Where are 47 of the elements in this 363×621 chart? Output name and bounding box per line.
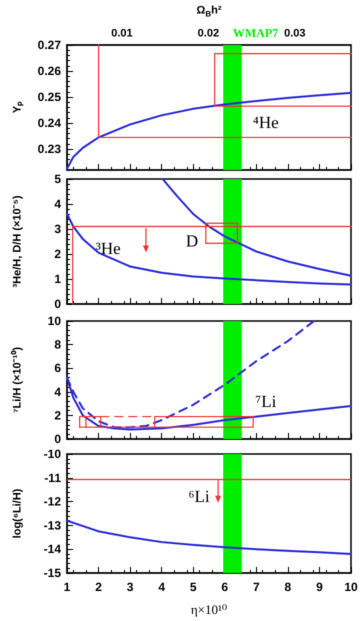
x-tick-label: 6	[221, 580, 228, 594]
y-tick-label: 0	[54, 432, 62, 446]
x-tick-label: 5	[190, 580, 197, 594]
y-tick-label: 0.26	[38, 64, 62, 78]
y-axis-title: ⁷Li/H (×10⁻¹⁰)	[10, 346, 24, 414]
annotation: ⁶Li	[188, 487, 210, 506]
y-tick-label: 10	[48, 314, 62, 328]
y-tick-label: -12	[44, 494, 62, 509]
x-tick-label: 2	[95, 580, 102, 594]
y-tick-label: 2	[54, 408, 62, 422]
x-tick-label: 8	[284, 580, 292, 594]
x-tick-label: 4	[158, 580, 166, 594]
y-tick-label: -11	[44, 470, 62, 485]
y-axis-title: ³He/H, D/H (×10⁻⁵)	[12, 195, 24, 288]
x2-tick-label: 0.03	[284, 28, 306, 40]
y-tick-label: 5	[54, 172, 62, 186]
x-tick-label: 10	[344, 580, 358, 594]
x-tick-label: 7	[252, 580, 260, 594]
band-label: WMAP7	[232, 26, 278, 40]
x-axis-title: η×10¹⁰	[190, 602, 228, 617]
x-tick-label: 9	[316, 580, 324, 594]
annotation: D	[186, 231, 198, 250]
annotation: ⁴He	[252, 113, 279, 132]
x-tick-label: 3	[126, 580, 134, 594]
y-tick-label: -15	[44, 566, 62, 580]
y-tick-label: -13	[44, 518, 62, 532]
y-tick-label: 3	[54, 222, 62, 236]
y-tick-label: 0.24	[38, 116, 62, 130]
y-tick-label: 1	[54, 272, 62, 286]
x2-tick-label: 0.01	[111, 28, 133, 40]
y-tick-label: 2	[54, 247, 62, 261]
y-tick-label: 0	[54, 297, 62, 311]
y-tick-label: 4	[54, 384, 62, 399]
y-tick-label: -14	[44, 542, 62, 556]
y-tick-label: 6	[54, 361, 62, 376]
y-tick-label: 8	[54, 338, 62, 352]
y-tick-label: 0.27	[38, 38, 62, 52]
y-axis-title: log(⁶Li/H)	[12, 488, 24, 538]
x2-tick-label: 0.02	[198, 28, 220, 40]
x-tick-label: 1	[64, 580, 71, 594]
y-tick-label: 0.23	[38, 142, 62, 156]
annotation: ⁷Li	[255, 392, 277, 412]
y-tick-label: 4	[54, 197, 62, 211]
y-tick-label: 0.25	[38, 90, 62, 104]
y-axis-title: Yₚ	[12, 100, 24, 114]
y-tick-label: -10	[44, 447, 62, 461]
annotation: ³He	[96, 239, 121, 258]
